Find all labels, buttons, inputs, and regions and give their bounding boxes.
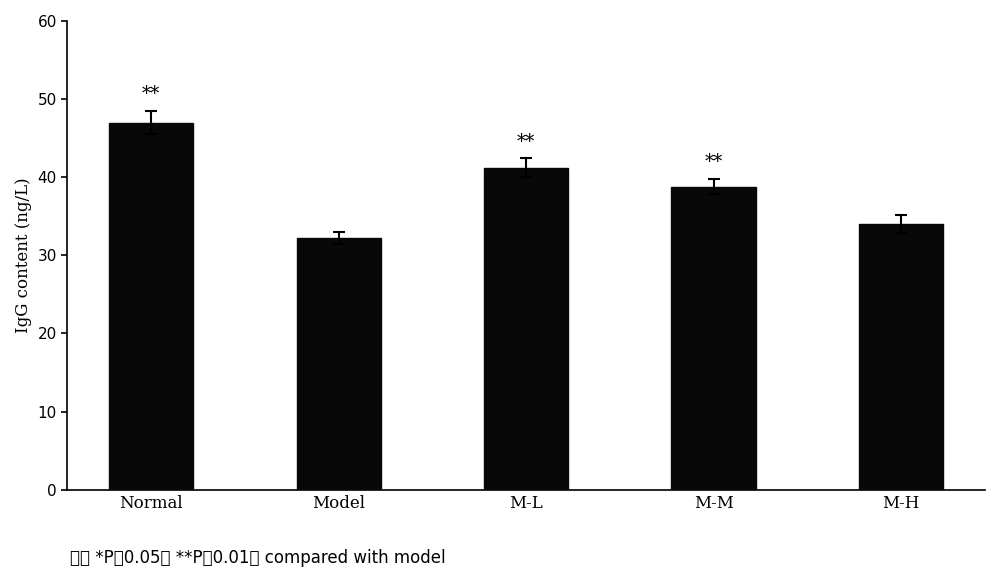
Text: **: **	[142, 85, 160, 103]
Bar	[484, 168, 568, 490]
Bar	[109, 122, 193, 490]
Y-axis label: IgG content (ng/L): IgG content (ng/L)	[15, 177, 32, 333]
Bar	[671, 187, 756, 490]
Text: **: **	[705, 153, 723, 171]
Bar	[859, 224, 943, 490]
Text: 注： *P＜0.05， **P＜0.01， compared with model: 注： *P＜0.05， **P＜0.01， compared with mode…	[70, 549, 446, 567]
Text: **: **	[517, 133, 535, 151]
Bar	[297, 238, 381, 490]
